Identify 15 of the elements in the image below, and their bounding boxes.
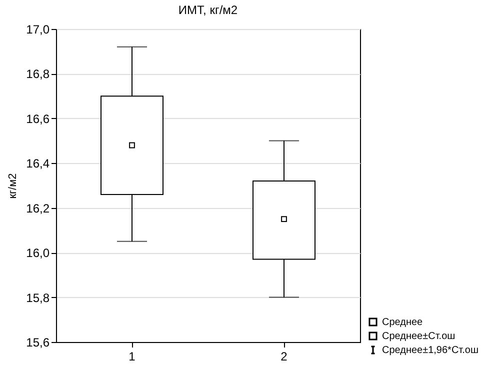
y-tick-label: 16,4 [26, 156, 50, 171]
text: Среднее±1,96*Ст.ош [382, 345, 479, 356]
y-axis-title: кг/м2 [7, 173, 20, 199]
x-tick-label: 1 [128, 350, 136, 364]
y-tick-label: 16,2 [26, 201, 50, 216]
y-tick-label: 17,0 [26, 22, 50, 36]
y-tick-label: 16,0 [26, 246, 50, 260]
text: Среднее [382, 317, 424, 328]
y-tick-label: 15,6 [26, 336, 50, 350]
x-tick-label: 2 [280, 350, 288, 364]
chart-title: ИМТ, кг/м2 [178, 3, 238, 17]
y-tick-label: 15,8 [26, 290, 50, 305]
y-tick-label: 16,8 [26, 67, 50, 82]
y-tick-label: 16,6 [26, 112, 50, 126]
text: Среднее±Ст.ош [382, 331, 456, 342]
